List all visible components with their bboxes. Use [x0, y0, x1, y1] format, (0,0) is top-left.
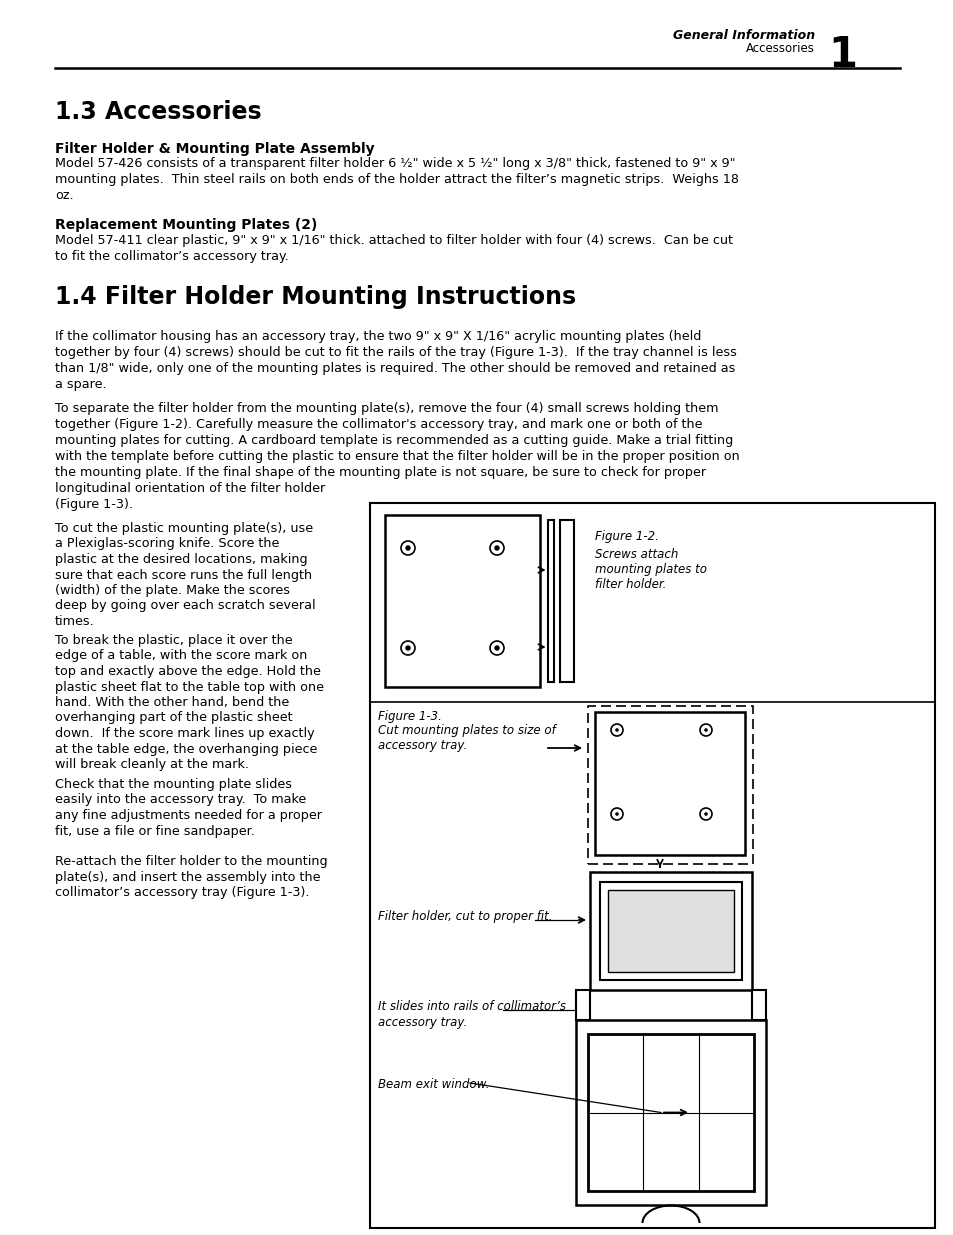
Text: To separate the filter holder from the mounting plate(s), remove the four (4) sm: To separate the filter holder from the m…: [55, 403, 718, 415]
Text: 1.3 Accessories: 1.3 Accessories: [55, 100, 261, 124]
Text: plate(s), and insert the assembly into the: plate(s), and insert the assembly into t…: [55, 871, 320, 883]
Circle shape: [703, 813, 707, 816]
Bar: [385, 515, 539, 687]
Text: filter holder.: filter holder.: [595, 578, 666, 592]
Bar: [595, 713, 744, 855]
Text: (Figure 1-3).: (Figure 1-3).: [55, 498, 132, 511]
Text: plastic at the desired locations, making: plastic at the desired locations, making: [55, 553, 307, 566]
Text: Filter holder, cut to proper fit.: Filter holder, cut to proper fit.: [377, 910, 552, 923]
Bar: [589, 872, 751, 990]
Bar: [607, 890, 733, 972]
Text: fit, use a file or fine sandpaper.: fit, use a file or fine sandpaper.: [55, 825, 254, 837]
Text: a Plexiglas-scoring knife. Score the: a Plexiglas-scoring knife. Score the: [55, 537, 279, 551]
Text: times.: times.: [55, 615, 94, 629]
Circle shape: [495, 646, 498, 650]
Text: together (Figure 1-2). Carefully measure the collimator's accessory tray, and ma: together (Figure 1-2). Carefully measure…: [55, 417, 701, 431]
Text: plastic sheet flat to the table top with one: plastic sheet flat to the table top with…: [55, 680, 324, 694]
Text: down.  If the score mark lines up exactly: down. If the score mark lines up exactly: [55, 727, 314, 740]
Bar: [599, 882, 741, 981]
Text: longitudinal orientation of the filter holder: longitudinal orientation of the filter h…: [55, 482, 325, 495]
Text: accessory tray.: accessory tray.: [377, 1016, 467, 1029]
Text: a spare.: a spare.: [55, 378, 107, 391]
Circle shape: [406, 546, 410, 550]
Bar: [370, 503, 934, 1228]
Text: Cut mounting plates to size of: Cut mounting plates to size of: [377, 724, 556, 737]
Circle shape: [406, 646, 410, 650]
Bar: [547, 520, 554, 682]
Text: sure that each score runs the full length: sure that each score runs the full lengt…: [55, 568, 312, 582]
Text: Figure 1-2.: Figure 1-2.: [595, 530, 659, 543]
Text: Filter Holder & Mounting Plate Assembly: Filter Holder & Mounting Plate Assembly: [55, 142, 375, 156]
Text: edge of a table, with the score mark on: edge of a table, with the score mark on: [55, 650, 307, 662]
Text: the mounting plate. If the final shape of the mounting plate is not square, be s: the mounting plate. If the final shape o…: [55, 466, 705, 479]
Text: To break the plastic, place it over the: To break the plastic, place it over the: [55, 634, 293, 647]
Text: mounting plates for cutting. A cardboard template is recommended as a cutting gu: mounting plates for cutting. A cardboard…: [55, 433, 733, 447]
Text: Beam exit window.: Beam exit window.: [377, 1078, 489, 1091]
Text: mounting plates to: mounting plates to: [595, 563, 706, 576]
Text: overhanging part of the plastic sheet: overhanging part of the plastic sheet: [55, 711, 293, 725]
Text: with the template before cutting the plastic to ensure that the filter holder wi: with the template before cutting the pla…: [55, 450, 739, 463]
Text: together by four (4) screws) should be cut to fit the rails of the tray (Figure : together by four (4) screws) should be c…: [55, 346, 736, 359]
Text: mounting plates.  Thin steel rails on both ends of the holder attract the filter: mounting plates. Thin steel rails on bot…: [55, 173, 739, 186]
Text: accessory tray.: accessory tray.: [377, 739, 467, 752]
Text: easily into the accessory tray.  To make: easily into the accessory tray. To make: [55, 794, 306, 806]
Text: (width) of the plate. Make the scores: (width) of the plate. Make the scores: [55, 584, 290, 597]
Bar: [587, 1034, 753, 1191]
Text: than 1/8" wide, only one of the mounting plates is required. The other should be: than 1/8" wide, only one of the mounting…: [55, 362, 735, 375]
Circle shape: [615, 813, 618, 816]
Text: It slides into rails of collimator’s: It slides into rails of collimator’s: [377, 1000, 565, 1013]
Text: Re-attach the filter holder to the mounting: Re-attach the filter holder to the mount…: [55, 855, 327, 868]
Text: collimator’s accessory tray (Figure 1-3).: collimator’s accessory tray (Figure 1-3)…: [55, 885, 309, 899]
Bar: [587, 706, 752, 864]
Text: at the table edge, the overhanging piece: at the table edge, the overhanging piece: [55, 742, 317, 756]
Text: To cut the plastic mounting plate(s), use: To cut the plastic mounting plate(s), us…: [55, 522, 313, 535]
Bar: [559, 520, 574, 682]
Text: deep by going over each scratch several: deep by going over each scratch several: [55, 599, 315, 613]
Text: If the collimator housing has an accessory tray, the two 9" x 9" X 1/16" acrylic: If the collimator housing has an accesso…: [55, 330, 700, 343]
Text: General Information: General Information: [672, 28, 814, 42]
Text: 1.4 Filter Holder Mounting Instructions: 1.4 Filter Holder Mounting Instructions: [55, 285, 576, 309]
Text: 1: 1: [827, 35, 856, 77]
Text: Accessories: Accessories: [745, 42, 814, 56]
Bar: [576, 1020, 765, 1205]
Text: Figure 1-3.: Figure 1-3.: [377, 710, 441, 722]
Text: any fine adjustments needed for a proper: any fine adjustments needed for a proper: [55, 809, 322, 823]
Text: to fit the collimator’s accessory tray.: to fit the collimator’s accessory tray.: [55, 249, 289, 263]
Circle shape: [703, 729, 707, 732]
Text: Replacement Mounting Plates (2): Replacement Mounting Plates (2): [55, 219, 317, 232]
Text: top and exactly above the edge. Hold the: top and exactly above the edge. Hold the: [55, 664, 320, 678]
Text: will break cleanly at the mark.: will break cleanly at the mark.: [55, 758, 249, 771]
Text: Model 57-426 consists of a transparent filter holder 6 ½" wide x 5 ½" long x 3/8: Model 57-426 consists of a transparent f…: [55, 157, 735, 170]
Bar: [576, 990, 589, 1020]
Circle shape: [495, 546, 498, 550]
Text: oz.: oz.: [55, 189, 73, 203]
Text: Screws attach: Screws attach: [595, 548, 678, 561]
Text: Check that the mounting plate slides: Check that the mounting plate slides: [55, 778, 292, 790]
Text: Model 57-411 clear plastic, 9" x 9" x 1/16" thick. attached to filter holder wit: Model 57-411 clear plastic, 9" x 9" x 1/…: [55, 233, 732, 247]
Circle shape: [615, 729, 618, 732]
Bar: [751, 990, 765, 1020]
Text: hand. With the other hand, bend the: hand. With the other hand, bend the: [55, 697, 289, 709]
